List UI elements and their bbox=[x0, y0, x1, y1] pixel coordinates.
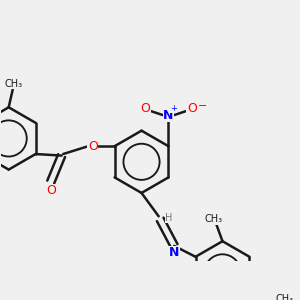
Text: −: − bbox=[198, 101, 207, 111]
Text: O: O bbox=[187, 102, 197, 116]
Text: O: O bbox=[140, 102, 150, 116]
Text: CH₃: CH₃ bbox=[276, 294, 294, 300]
Text: CH₃: CH₃ bbox=[4, 79, 22, 89]
Text: +: + bbox=[170, 104, 177, 113]
Text: O: O bbox=[46, 184, 56, 197]
Text: CH₃: CH₃ bbox=[204, 214, 222, 224]
Text: N: N bbox=[169, 246, 179, 259]
Text: O: O bbox=[88, 140, 98, 153]
Text: N: N bbox=[163, 109, 174, 122]
Text: H: H bbox=[165, 213, 172, 223]
